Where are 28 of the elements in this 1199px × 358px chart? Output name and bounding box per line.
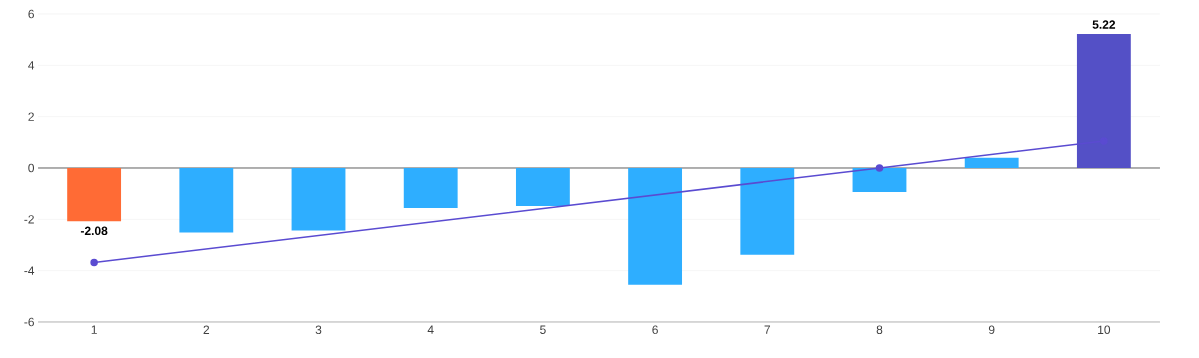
x-tick-label: 1	[91, 325, 97, 334]
x-tick-label: 4	[427, 325, 434, 334]
y-tick-label: 0	[28, 163, 35, 173]
x-tick-label: 3	[315, 325, 322, 335]
bar	[179, 167, 234, 233]
x-tick-label: 5	[540, 325, 546, 334]
bar	[740, 167, 795, 255]
x-tick-label: 7	[764, 325, 771, 334]
bar	[291, 167, 346, 231]
data-label: 5.22	[1092, 20, 1116, 29]
y-tick-label: -6	[24, 317, 34, 327]
y-tick-label: -2	[24, 215, 34, 224]
bar	[67, 167, 122, 222]
bar	[403, 167, 458, 209]
y-tick-label: 6	[28, 9, 34, 19]
x-tick-label: 2	[203, 325, 210, 334]
y-tick-label: 4	[28, 61, 35, 70]
y-tick-label: -4	[24, 266, 35, 275]
data-label: -2.08	[80, 226, 108, 236]
bar	[628, 167, 683, 285]
x-tick-label: 10	[1098, 325, 1111, 335]
y-tick-label: 2	[28, 112, 34, 121]
x-tick-label: 9	[988, 325, 995, 335]
bar	[852, 167, 907, 193]
bar	[515, 167, 570, 206]
bar	[964, 157, 1019, 168]
x-tick-label: 8	[876, 325, 883, 335]
x-tick-label: 6	[652, 325, 658, 335]
